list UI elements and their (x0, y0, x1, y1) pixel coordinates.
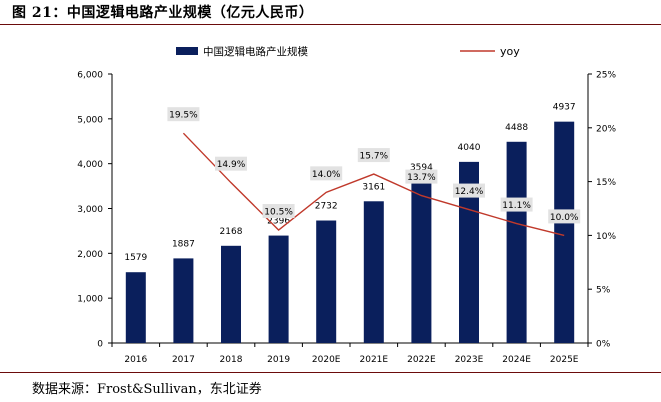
legend-bar-swatch (176, 47, 198, 55)
yoy-label: 10.0% (550, 213, 579, 223)
y-right-tick-label: 5% (596, 286, 611, 296)
bar-value-label: 3594 (410, 163, 433, 173)
bar (411, 181, 432, 343)
yoy-line (182, 132, 565, 237)
bar-value-label: 3161 (362, 182, 385, 192)
x-tick-label: 2017 (172, 355, 195, 365)
legend-line-label: yoy (500, 45, 520, 58)
bar-value-label: 2168 (220, 227, 243, 237)
yoy-label: 15.7% (360, 152, 389, 162)
x-tick-label: 2020E (312, 355, 341, 365)
y-left-tick-label: 5,000 (77, 115, 103, 125)
figure-title: 图 21：中国逻辑电路产业规模（亿元人民币） (12, 5, 314, 21)
bar (125, 272, 146, 343)
yoy-label: 11.1% (502, 201, 531, 211)
yoy-label-box (548, 209, 581, 224)
x-tick-label: 2023E (455, 355, 484, 365)
yoy-label-box (405, 169, 438, 184)
bar-value-label: 2396 (267, 217, 290, 227)
yoy-label-box (167, 107, 200, 122)
yoy-label: 10.5% (264, 208, 293, 218)
bar (363, 201, 384, 343)
y-left-tick-label: 4,000 (77, 160, 103, 170)
yoy-label: 14.0% (312, 170, 341, 180)
bar (221, 245, 241, 343)
y-right-tick-label: 25% (596, 71, 616, 81)
yoy-label-box (215, 156, 247, 171)
bar-value-label: 1579 (124, 253, 147, 263)
yoy-label: 14.9% (217, 160, 246, 170)
y-left-tick-label: 6,000 (77, 71, 103, 81)
bar (459, 161, 479, 343)
y-right-tick-label: 20% (596, 124, 616, 134)
y-right-tick-label: 15% (596, 178, 616, 188)
x-tick-label: 2025E (550, 355, 579, 365)
bar-value-label: 1887 (172, 239, 195, 249)
yoy-label: 12.4% (455, 187, 484, 197)
y-left-tick-label: 1,000 (77, 295, 103, 305)
legend-bar-label: 中国逻辑电路产业规模 (203, 45, 308, 58)
yoy-label-box (453, 183, 485, 198)
source-note: 数据来源：Frost&Sullivan，东北证券 (32, 382, 262, 397)
title-rule (0, 24, 661, 25)
yoy-label-box (500, 197, 533, 212)
y-right-tick-label: 0% (596, 340, 611, 350)
x-tick-label: 2024E (502, 355, 531, 365)
x-tick-label: 2016 (124, 355, 147, 365)
y-left-tick-label: 0 (97, 340, 103, 350)
bar-value-label: 4937 (553, 103, 576, 113)
bar (554, 121, 575, 343)
x-tick-label: 2019 (267, 355, 290, 365)
yoy-label: 19.5% (169, 111, 198, 121)
y-right-tick-label: 10% (596, 232, 616, 242)
yoy-label-box (262, 204, 295, 219)
x-tick-label: 2022E (407, 355, 436, 365)
bar-value-label: 4488 (505, 123, 528, 133)
bar-value-label: 4040 (458, 143, 481, 153)
yoy-label-box (310, 166, 343, 181)
yoy-label: 13.7% (407, 173, 436, 183)
x-tick-label: 2021E (360, 355, 389, 365)
bottom-rule (0, 372, 661, 373)
y-left-tick-label: 2,000 (77, 250, 103, 260)
bar (506, 141, 527, 343)
bar (173, 258, 194, 343)
x-tick-label: 2018 (220, 355, 243, 365)
bar-value-label: 2732 (315, 202, 338, 212)
bar-line-chart: 0 1,000 2,000 3,000 4,000 5,000 6,000 0% 5% 10% 15… (77, 45, 616, 365)
bar (316, 220, 337, 343)
bar (268, 235, 289, 343)
y-left-tick-label: 3,000 (77, 205, 103, 215)
yoy-label-box (357, 148, 390, 163)
